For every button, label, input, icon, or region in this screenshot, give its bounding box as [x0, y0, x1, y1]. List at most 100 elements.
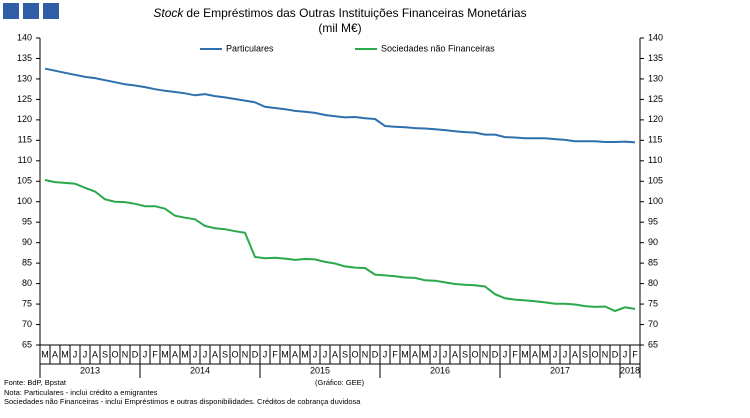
- note: Nota: Particulares - inclui crédito a em…: [4, 388, 158, 397]
- y2-tick-label: 70: [648, 319, 658, 329]
- x-tick-label: J: [553, 349, 558, 359]
- year-label: 2015: [310, 365, 330, 375]
- x-tick-label: M: [181, 349, 189, 359]
- x-tick-label: O: [231, 349, 238, 359]
- x-tick-label: M: [61, 349, 69, 359]
- y-tick-label: 95: [22, 217, 32, 227]
- x-tick-label: A: [572, 349, 578, 359]
- y-tick-label: 125: [17, 94, 32, 104]
- x-tick-label: F: [392, 349, 398, 359]
- x-tick-label: J: [313, 349, 318, 359]
- x-tick-label: A: [212, 349, 218, 359]
- y2-tick-label: 75: [648, 298, 658, 308]
- year-label: 2014: [190, 365, 210, 375]
- x-tick-label: N: [362, 349, 369, 359]
- x-tick-label: J: [263, 349, 268, 359]
- x-tick-label: A: [292, 349, 298, 359]
- year-label: 2016: [430, 365, 450, 375]
- year-label: 2018: [620, 365, 640, 375]
- x-tick-label: S: [222, 349, 228, 359]
- x-tick-label: D: [612, 349, 619, 359]
- x-tick-label: J: [383, 349, 388, 359]
- y-tick-label: 65: [22, 339, 32, 349]
- y2-tick-label: 90: [648, 237, 658, 247]
- y2-tick-label: 95: [648, 217, 658, 227]
- y-tick-label: 105: [17, 176, 32, 186]
- y2-tick-label: 115: [648, 135, 662, 145]
- chart-title: Stock de Empréstimos das Outras Instituiç…: [153, 6, 526, 20]
- x-tick-label: F: [632, 349, 638, 359]
- y2-tick-label: 105: [648, 176, 663, 186]
- y2-tick-label: 80: [648, 278, 658, 288]
- x-tick-label: A: [172, 349, 178, 359]
- x-tick-label: F: [152, 349, 158, 359]
- x-tick-label: J: [323, 349, 328, 359]
- x-tick-label: J: [443, 349, 448, 359]
- y-tick-label: 90: [22, 237, 32, 247]
- y2-tick-label: 140: [648, 32, 663, 42]
- x-tick-label: O: [351, 349, 358, 359]
- y-tick-label: 120: [17, 114, 32, 124]
- x-tick-label: M: [401, 349, 409, 359]
- logo-square: [43, 3, 59, 19]
- credit: (Gráfico: GEE): [315, 378, 365, 387]
- x-tick-label: S: [582, 349, 588, 359]
- x-tick-label: A: [92, 349, 98, 359]
- x-tick-label: O: [471, 349, 478, 359]
- x-tick-label: M: [161, 349, 169, 359]
- y2-tick-label: 135: [648, 53, 663, 63]
- y-tick-label: 140: [17, 32, 32, 42]
- x-tick-label: J: [83, 349, 88, 359]
- x-tick-label: N: [242, 349, 249, 359]
- y2-tick-label: 85: [648, 258, 658, 268]
- y-tick-label: 100: [17, 196, 32, 206]
- note: Sociedades não Financeiras - inclui Empr…: [4, 397, 361, 406]
- year-label: 2017: [550, 365, 570, 375]
- y2-tick-label: 110: [648, 155, 662, 165]
- x-tick-label: N: [602, 349, 609, 359]
- x-tick-label: A: [52, 349, 58, 359]
- x-tick-label: J: [563, 349, 568, 359]
- x-tick-label: D: [252, 349, 259, 359]
- legend-label: Sociedades não Financeiras: [381, 43, 495, 53]
- x-tick-label: A: [412, 349, 418, 359]
- title-italic: Stock: [153, 6, 184, 20]
- series-line: [44, 179, 636, 313]
- y-tick-label: 85: [22, 258, 32, 268]
- x-tick-label: S: [342, 349, 348, 359]
- x-tick-label: D: [132, 349, 139, 359]
- x-tick-label: J: [143, 349, 148, 359]
- x-tick-label: O: [591, 349, 598, 359]
- x-tick-label: N: [122, 349, 129, 359]
- logo-square: [3, 3, 19, 19]
- y2-tick-label: 130: [648, 73, 663, 83]
- x-tick-label: M: [301, 349, 309, 359]
- x-tick-label: J: [623, 349, 628, 359]
- x-tick-label: J: [193, 349, 198, 359]
- year-label: 2013: [80, 365, 100, 375]
- y2-tick-label: 120: [648, 114, 663, 124]
- x-tick-label: M: [41, 349, 49, 359]
- x-tick-label: F: [272, 349, 278, 359]
- x-tick-label: N: [482, 349, 489, 359]
- y-tick-label: 80: [22, 278, 32, 288]
- legend-label: Particulares: [226, 43, 274, 53]
- x-tick-label: M: [521, 349, 529, 359]
- x-tick-label: J: [73, 349, 78, 359]
- chart-subtitle: (mil M€): [318, 21, 361, 35]
- x-tick-label: A: [532, 349, 538, 359]
- y-tick-label: 70: [22, 319, 32, 329]
- title-text: de Empréstimos das Outras Instituições F…: [186, 6, 526, 20]
- y-tick-label: 75: [22, 298, 32, 308]
- x-tick-label: J: [203, 349, 208, 359]
- x-tick-label: A: [332, 349, 338, 359]
- x-tick-label: J: [503, 349, 508, 359]
- y-tick-label: 130: [17, 73, 32, 83]
- y2-tick-label: 125: [648, 94, 663, 104]
- x-tick-label: J: [433, 349, 438, 359]
- x-tick-label: S: [462, 349, 468, 359]
- logo-square: [23, 3, 39, 19]
- x-tick-label: M: [421, 349, 429, 359]
- x-tick-label: M: [541, 349, 549, 359]
